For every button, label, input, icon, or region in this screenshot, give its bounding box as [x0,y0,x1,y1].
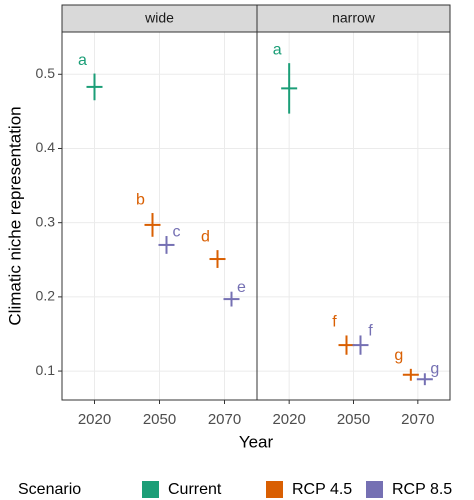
x-axis-title: Year [239,432,274,451]
x-tick-label: 2070 [208,411,241,428]
significance-label: g [430,361,439,378]
y-tick-label: 0.5 [36,65,56,81]
y-tick-label: 0.2 [36,288,56,304]
strip [256,4,451,33]
x-tick-label: 2020 [78,411,111,428]
significance-label: a [78,52,87,69]
legend-key [142,481,159,498]
significance-label: a [273,41,282,58]
legend-key [366,481,383,498]
legend-label: RCP 4.5 [292,481,352,498]
x-tick-label: 2050 [337,411,370,428]
significance-label: f [368,323,373,340]
significance-label: d [201,228,210,245]
strip-title: narrow [332,10,376,26]
y-tick-label: 0.3 [36,213,56,229]
x-tick-label: 2070 [401,411,434,428]
significance-label: g [394,347,403,364]
y-tick-label: 0.4 [36,139,56,155]
y-axis-title: Climatic niche representation [5,106,24,325]
significance-label: b [136,191,145,208]
significance-label: c [173,223,181,240]
y-tick-label: 0.1 [36,362,56,378]
legend-title: Scenario [18,481,81,498]
x-tick-label: 2050 [143,411,176,428]
strip-title: wide [144,10,174,26]
x-tick-label: 2020 [272,411,305,428]
significance-label: f [332,314,337,331]
legend-key [266,481,283,498]
legend-label: Current [168,481,222,498]
legend-label: RCP 8.5 [392,481,452,498]
significance-label: e [237,279,246,296]
